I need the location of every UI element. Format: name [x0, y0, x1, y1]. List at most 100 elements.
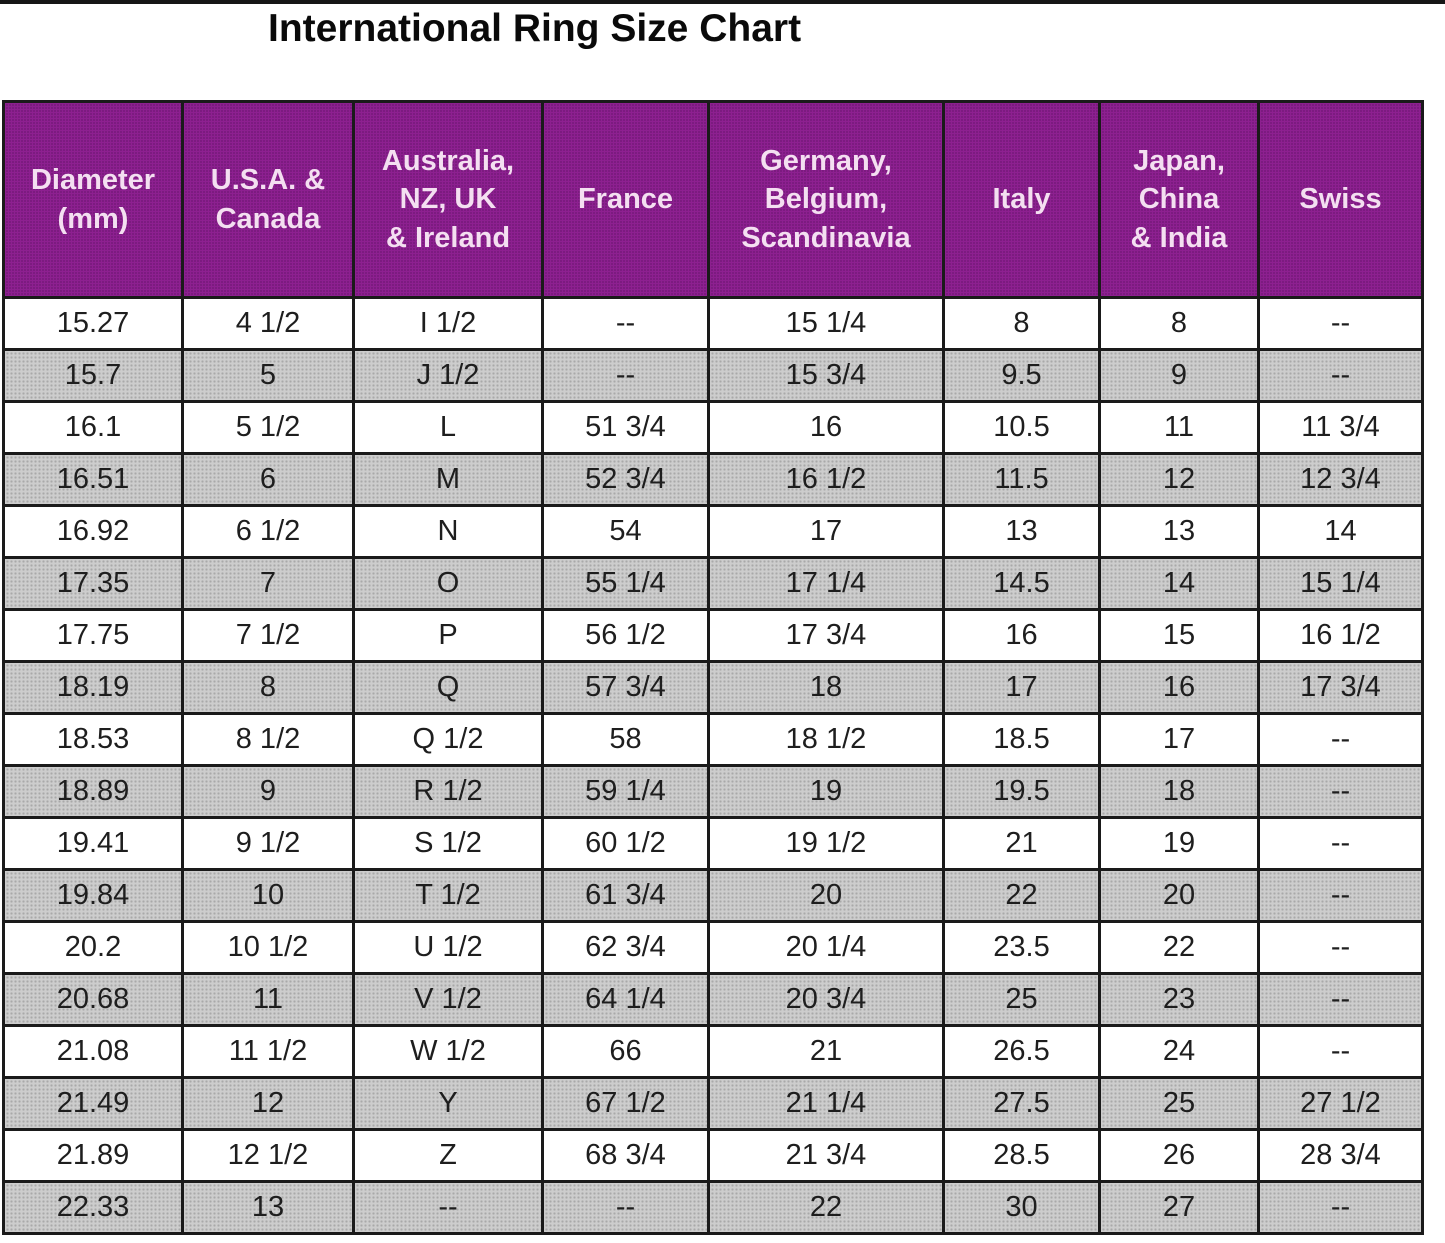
table-cell: 8 — [942, 296, 1101, 351]
table-cell: 16 — [707, 400, 945, 455]
table-row: 15.27 4 1/2 I 1/2 -- 15 1/4 8 8 -- — [2, 296, 1424, 351]
page-title: International Ring Size Chart — [268, 7, 802, 50]
table-cell: S 1/2 — [352, 816, 544, 871]
table-cell: 15.7 — [2, 348, 184, 403]
table-cell: -- — [541, 1180, 710, 1235]
table-row: 18.89 9 R 1/2 59 1/4 19 19.5 18 -- — [2, 764, 1424, 819]
table-cell: 54 — [541, 504, 710, 559]
table-cell: 27 1/2 — [1257, 1076, 1424, 1131]
table-cell: -- — [541, 348, 710, 403]
table-cell: U 1/2 — [352, 920, 544, 975]
table-cell: 11.5 — [942, 452, 1101, 507]
table-cell: Z — [352, 1128, 544, 1183]
table-cell: 18 — [707, 660, 945, 715]
table-cell: 62 3/4 — [541, 920, 710, 975]
table-cell: 13 — [181, 1180, 355, 1235]
table-cell: -- — [1257, 764, 1424, 819]
table-cell: 10 — [181, 868, 355, 923]
table-cell: 24 — [1098, 1024, 1260, 1079]
column-header-usa-canada: U.S.A. & Canada — [181, 100, 355, 299]
table-cell: 6 — [181, 452, 355, 507]
table-cell: -- — [1257, 296, 1424, 351]
table-cell: 11 — [1098, 400, 1260, 455]
table-cell: 22 — [1098, 920, 1260, 975]
table-cell: 23 — [1098, 972, 1260, 1027]
table-cell: 20 1/4 — [707, 920, 945, 975]
table-cell: 17 1/4 — [707, 556, 945, 611]
table-cell: 26.5 — [942, 1024, 1101, 1079]
table-row: 21.49 12 Y 67 1/2 21 1/4 27.5 25 27 1/2 — [2, 1076, 1424, 1131]
table-cell: 25 — [942, 972, 1101, 1027]
table-cell: 4 1/2 — [181, 296, 355, 351]
table-cell: 11 1/2 — [181, 1024, 355, 1079]
top-edge-line — [0, 0, 1445, 4]
table-row: 17.75 7 1/2 P 56 1/2 17 3/4 16 15 16 1/2 — [2, 608, 1424, 663]
column-header-australia-nz-uk-ireland: Australia, NZ, UK & Ireland — [352, 100, 544, 299]
table-row: 15.7 5 J 1/2 -- 15 3/4 9.5 9 -- — [2, 348, 1424, 403]
table-cell: 51 3/4 — [541, 400, 710, 455]
table-cell: 17 — [1098, 712, 1260, 767]
table-cell: 6 1/2 — [181, 504, 355, 559]
table-cell: 18.19 — [2, 660, 184, 715]
table-row: 16.1 5 1/2 L 51 3/4 16 10.5 11 11 3/4 — [2, 400, 1424, 455]
table-cell: 15 3/4 — [707, 348, 945, 403]
table-cell: 7 — [181, 556, 355, 611]
table-cell: 12 1/2 — [181, 1128, 355, 1183]
table-cell: 12 — [1098, 452, 1260, 507]
column-header-japan-china-india: Japan, China & India — [1098, 100, 1260, 299]
table-row: 18.53 8 1/2 Q 1/2 58 18 1/2 18.5 17 -- — [2, 712, 1424, 767]
table-cell: 15.27 — [2, 296, 184, 351]
table-cell: 18 — [1098, 764, 1260, 819]
table-cell: Q 1/2 — [352, 712, 544, 767]
table-cell: 21.49 — [2, 1076, 184, 1131]
table-cell: Y — [352, 1076, 544, 1131]
table-cell: 16 1/2 — [1257, 608, 1424, 663]
table-cell: 20.68 — [2, 972, 184, 1027]
table-cell: 17 — [707, 504, 945, 559]
column-header-france: France — [541, 100, 710, 299]
table-cell: 8 1/2 — [181, 712, 355, 767]
table-cell: 68 3/4 — [541, 1128, 710, 1183]
table-row: 17.35 7 O 55 1/4 17 1/4 14.5 14 15 1/4 — [2, 556, 1424, 611]
table-cell: 12 — [181, 1076, 355, 1131]
table-body: 15.27 4 1/2 I 1/2 -- 15 1/4 8 8 -- 15.7 5 J 1/2 -- 1… — [2, 296, 1424, 1235]
table-cell: -- — [1257, 816, 1424, 871]
table-cell: 66 — [541, 1024, 710, 1079]
table-row: 20.2 10 1/2 U 1/2 62 3/4 20 1/4 23.5 22 -- — [2, 920, 1424, 975]
table-cell: 60 1/2 — [541, 816, 710, 871]
table-cell: M — [352, 452, 544, 507]
table-cell: 19 1/2 — [707, 816, 945, 871]
table-cell: 17.75 — [2, 608, 184, 663]
table-cell: 22.33 — [2, 1180, 184, 1235]
table-cell: 55 1/4 — [541, 556, 710, 611]
table-cell: 16 — [1098, 660, 1260, 715]
table-cell: -- — [1257, 1024, 1424, 1079]
table-cell: 10.5 — [942, 400, 1101, 455]
table-cell: 25 — [1098, 1076, 1260, 1131]
table-cell: 8 — [1098, 296, 1260, 351]
table-cell: -- — [1257, 348, 1424, 403]
column-header-diameter-mm: Diameter (mm) — [2, 100, 184, 299]
table-cell: 11 — [181, 972, 355, 1027]
table-cell: 16 1/2 — [707, 452, 945, 507]
table-row: 19.84 10 T 1/2 61 3/4 20 22 20 -- — [2, 868, 1424, 923]
table-cell: 57 3/4 — [541, 660, 710, 715]
table-cell: 18 1/2 — [707, 712, 945, 767]
table-cell: 64 1/4 — [541, 972, 710, 1027]
table-cell: 14.5 — [942, 556, 1101, 611]
table-cell: 18.89 — [2, 764, 184, 819]
table-cell: 28 3/4 — [1257, 1128, 1424, 1183]
table-cell: 17.35 — [2, 556, 184, 611]
table-cell: -- — [1257, 972, 1424, 1027]
table-cell: 22 — [942, 868, 1101, 923]
table-cell: V 1/2 — [352, 972, 544, 1027]
table-cell: 21 3/4 — [707, 1128, 945, 1183]
table-cell: 5 1/2 — [181, 400, 355, 455]
table-cell: 67 1/2 — [541, 1076, 710, 1131]
table-cell: 13 — [942, 504, 1101, 559]
table-cell: 21.08 — [2, 1024, 184, 1079]
table-cell: -- — [352, 1180, 544, 1235]
column-header-italy: Italy — [942, 100, 1101, 299]
table-cell: -- — [1257, 920, 1424, 975]
table-cell: L — [352, 400, 544, 455]
